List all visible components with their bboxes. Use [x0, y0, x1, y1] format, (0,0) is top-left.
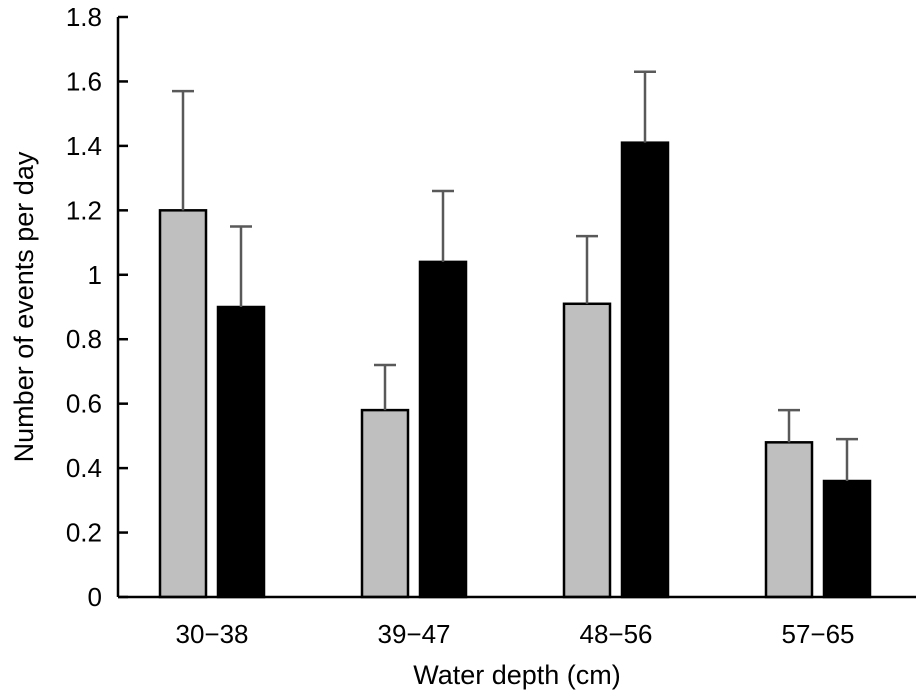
bar-grey-3	[562, 302, 612, 599]
x-tick-label: 48−56	[579, 619, 652, 649]
y-tick-label: 1.8	[66, 2, 102, 32]
y-tick-label: 0.6	[66, 389, 102, 419]
y-tick-label: 0.4	[66, 453, 102, 483]
x-axis-ticks: 30−38 39−47 48−56 57−65	[175, 619, 854, 649]
x-axis-title: Water depth (cm)	[413, 660, 621, 690]
error-bars	[172, 70, 858, 481]
bar-grey-1	[158, 209, 208, 599]
bar-grey-4	[764, 441, 814, 599]
bar-grey-2	[360, 408, 410, 599]
bar-black-1	[216, 305, 266, 599]
y-tick-label: 0.2	[66, 518, 102, 548]
y-axis-ticks: 0 0.2 0.4 0.6 0.8 1 1.2 1.4 1.6 1.8	[66, 2, 128, 612]
y-tick-label: 1.6	[66, 66, 102, 96]
y-tick-label: 1.2	[66, 195, 102, 225]
y-tick-label: 1.4	[66, 131, 102, 161]
x-tick-label: 30−38	[175, 619, 248, 649]
y-tick-label: 0.8	[66, 324, 102, 354]
x-tick-label: 39−47	[377, 619, 450, 649]
x-tick-label: 57−65	[781, 619, 854, 649]
bar-black-4	[822, 479, 872, 599]
y-axis-title: Number of events per day	[9, 151, 39, 462]
y-tick-label: 0	[88, 582, 102, 612]
y-tick-label: 1	[88, 260, 102, 290]
bar-black-3	[620, 141, 670, 599]
bar-black-2	[418, 260, 468, 599]
bars	[158, 141, 872, 599]
